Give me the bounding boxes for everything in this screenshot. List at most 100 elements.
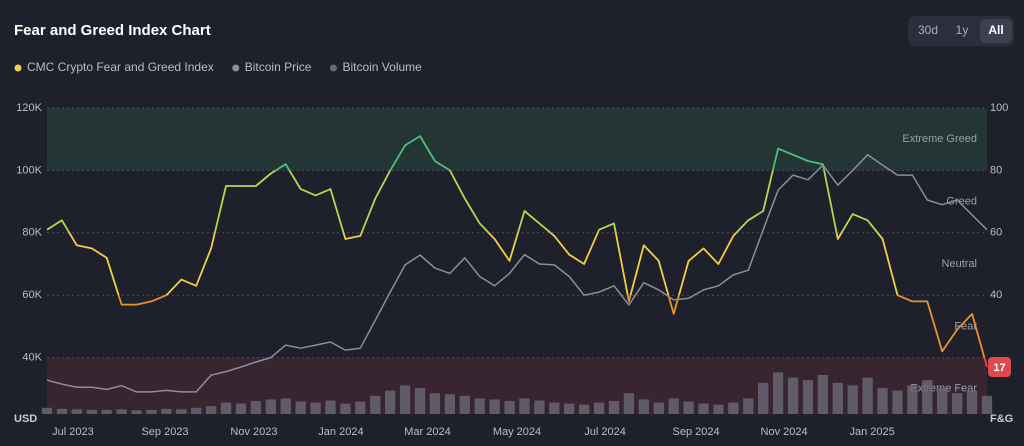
range-button-label[interactable]: 1y bbox=[956, 23, 969, 37]
x-tick-label: Nov 2023 bbox=[230, 426, 277, 438]
volume-bar bbox=[952, 393, 963, 414]
volume-bar bbox=[937, 388, 948, 414]
volume-bar bbox=[340, 403, 351, 414]
volume-bar bbox=[325, 400, 336, 414]
volume-bar bbox=[534, 400, 545, 414]
x-tick-label: Jul 2024 bbox=[584, 426, 626, 438]
volume-bar bbox=[131, 410, 142, 414]
zone-label: Neutral bbox=[942, 258, 977, 270]
y-tick-label: 60K bbox=[22, 289, 42, 301]
volume-bar bbox=[787, 377, 799, 414]
range-button-label[interactable]: 30d bbox=[918, 23, 938, 37]
x-tick-label: Sep 2023 bbox=[141, 426, 188, 438]
volume-bar bbox=[220, 402, 232, 414]
volume-bar bbox=[683, 401, 694, 414]
volume-bar bbox=[71, 409, 82, 414]
volume-bar bbox=[772, 372, 784, 414]
legend-dot bbox=[232, 64, 240, 72]
volume-bar bbox=[474, 398, 485, 414]
volume-bar bbox=[653, 402, 664, 414]
last-value-badge bbox=[988, 356, 1011, 377]
volume-bar bbox=[877, 388, 888, 414]
x-tick-label: May 2024 bbox=[493, 426, 541, 438]
zone-label: Fear bbox=[954, 320, 977, 332]
volume-bar bbox=[205, 406, 217, 414]
volume-bar bbox=[489, 399, 500, 414]
volume-bar bbox=[743, 398, 754, 414]
volume-bar bbox=[549, 402, 560, 414]
volume-bar bbox=[86, 409, 97, 414]
volume-bar bbox=[832, 382, 843, 414]
volume-bar bbox=[101, 409, 112, 414]
y-tick-label: 40K bbox=[22, 352, 42, 364]
x-tick-label: Jan 2025 bbox=[849, 426, 894, 438]
volume-bar bbox=[176, 409, 187, 414]
volume-bar bbox=[922, 380, 933, 414]
zone-label: Greed bbox=[946, 196, 977, 208]
volume-bar bbox=[295, 401, 306, 414]
volume-bar bbox=[161, 408, 172, 414]
volume-bar bbox=[444, 394, 455, 414]
x-tick-label: Mar 2024 bbox=[404, 426, 450, 438]
volume-bar bbox=[564, 403, 575, 414]
volume-bar bbox=[593, 402, 605, 414]
price-line bbox=[46, 154, 988, 393]
volume-bar bbox=[847, 385, 858, 414]
volume-bar bbox=[862, 377, 873, 414]
range-button[interactable] bbox=[980, 19, 1012, 43]
volume-bar bbox=[758, 382, 769, 414]
zone-band bbox=[47, 108, 987, 171]
volume-bar bbox=[459, 395, 470, 414]
y2-tick-label: 40 bbox=[990, 289, 1002, 301]
legend-dot bbox=[329, 64, 337, 72]
volume-bar bbox=[265, 399, 276, 414]
volume-bar bbox=[414, 388, 426, 414]
y2-tick-label: 60 bbox=[990, 227, 1002, 239]
volume-bar bbox=[429, 393, 441, 414]
y2-tick-label: 80 bbox=[990, 164, 1002, 176]
x-tick-label: Nov 2024 bbox=[761, 426, 808, 438]
y2-tick-label: 100 bbox=[990, 102, 1008, 114]
x-tick-label: Jan 2024 bbox=[318, 426, 363, 438]
volume-bar bbox=[623, 393, 635, 414]
range-button-label[interactable]: All bbox=[988, 23, 1003, 37]
volume-bar bbox=[146, 409, 157, 414]
volume-bar bbox=[399, 385, 411, 414]
x-tick-label: Sep 2024 bbox=[672, 426, 719, 438]
volume-bar bbox=[250, 401, 262, 414]
volume-bar bbox=[385, 390, 396, 414]
volume-bar bbox=[728, 402, 739, 414]
volume-bar bbox=[310, 402, 321, 414]
volume-bar bbox=[56, 408, 68, 414]
fear-greed-line bbox=[46, 135, 988, 368]
volume-bar bbox=[355, 401, 366, 414]
volume-bar bbox=[981, 395, 993, 414]
legend-label: Bitcoin Price bbox=[245, 60, 312, 74]
volume-bar bbox=[817, 375, 829, 414]
volume-bar bbox=[698, 403, 709, 414]
volume-bar bbox=[892, 390, 903, 414]
volume-bar bbox=[638, 399, 649, 414]
volume-bar bbox=[116, 409, 127, 414]
volume-bar bbox=[370, 395, 381, 414]
y-tick-label: 120K bbox=[16, 102, 42, 114]
y2-unit: F&G bbox=[990, 413, 1013, 425]
volume-bar bbox=[966, 390, 978, 414]
x-tick-label: Jul 2023 bbox=[52, 426, 94, 438]
zone-label: Extreme Greed bbox=[902, 133, 977, 145]
volume-bar bbox=[579, 404, 590, 414]
volume-bar bbox=[191, 407, 202, 414]
last-value-label: 17 bbox=[993, 362, 1005, 374]
volume-bar bbox=[235, 403, 247, 414]
volume-bar bbox=[907, 385, 918, 414]
volume-bar bbox=[280, 398, 291, 414]
volume-bar bbox=[668, 398, 679, 414]
volume-bar bbox=[802, 380, 814, 414]
y-tick-label: 100K bbox=[16, 164, 42, 176]
volume-bar bbox=[504, 401, 515, 414]
legend-label: CMC Crypto Fear and Greed Index bbox=[27, 60, 214, 74]
legend-dot bbox=[14, 64, 22, 72]
